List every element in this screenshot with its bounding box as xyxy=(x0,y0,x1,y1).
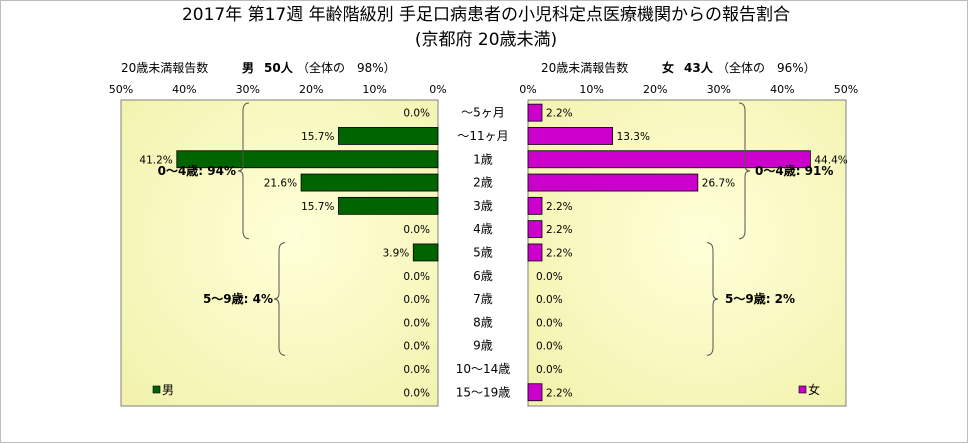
group-label: 0～4歳: 91% xyxy=(755,163,833,178)
left-data-label: 0.0% xyxy=(403,294,430,306)
category-label: 15～19歳 xyxy=(456,385,511,399)
right-data-label: 0.0% xyxy=(536,364,563,376)
category-label: 6歳 xyxy=(473,269,493,283)
right-header-sex: 女 xyxy=(662,60,674,75)
left-tick-label: 40% xyxy=(172,83,196,96)
right-tick-label: 10% xyxy=(579,83,603,96)
left-data-label: 3.9% xyxy=(383,247,410,259)
right-data-label: 2.2% xyxy=(546,224,573,236)
right-bar xyxy=(527,127,613,145)
right-data-label: 2.2% xyxy=(546,108,573,120)
right-tick-label: 40% xyxy=(770,83,794,96)
right-data-label: 26.7% xyxy=(702,178,735,190)
right-tick-label: 20% xyxy=(643,83,667,96)
right-tick-label: 0% xyxy=(519,83,536,96)
right-tick-label: 30% xyxy=(707,83,731,96)
group-brace xyxy=(706,242,719,356)
left-data-label: 15.7% xyxy=(301,131,334,143)
right-bar xyxy=(527,196,543,215)
left-bar xyxy=(338,196,439,215)
right-header-label: 20歳未満報告数 xyxy=(541,60,628,75)
right-header-count: 43人 xyxy=(684,60,714,75)
left-bar xyxy=(412,243,439,262)
right-bar xyxy=(527,383,543,402)
right-data-label: 0.0% xyxy=(536,341,563,353)
left-legend-swatch xyxy=(152,385,161,394)
category-label: ～11ヶ月 xyxy=(457,129,508,143)
category-label: 4歳 xyxy=(473,222,493,236)
left-data-label: 0.0% xyxy=(403,341,430,353)
right-bar xyxy=(527,103,543,122)
right-legend-swatch xyxy=(798,385,807,394)
left-data-label: 41.2% xyxy=(139,154,172,166)
left-data-label: 21.6% xyxy=(264,178,297,190)
right-legend-label: 女 xyxy=(808,382,820,397)
left-data-label: 15.7% xyxy=(301,201,334,213)
right-bar xyxy=(527,150,811,169)
chart-subtitle: (京都府 20歳未満) xyxy=(415,30,557,50)
left-data-label: 0.0% xyxy=(403,364,430,376)
right-data-label: 0.0% xyxy=(536,317,563,329)
left-tick-label: 20% xyxy=(299,83,323,96)
category-label: ～5ヶ月 xyxy=(461,106,505,120)
left-tick-label: 0% xyxy=(429,83,446,96)
right-data-label: 2.2% xyxy=(546,201,573,213)
group-label: 0～4歳: 94% xyxy=(158,163,236,178)
group-brace xyxy=(273,242,286,356)
left-data-label: 0.0% xyxy=(403,224,430,236)
group-brace xyxy=(237,102,250,240)
right-header-share: （全体の 96%） xyxy=(717,60,816,75)
right-plot-area xyxy=(527,99,847,407)
right-data-label: 13.3% xyxy=(617,131,650,143)
category-label: 2歳 xyxy=(473,176,493,190)
left-header-sex: 男 xyxy=(242,61,254,75)
right-data-label: 44.4% xyxy=(814,154,847,166)
category-label: 1歳 xyxy=(473,152,493,166)
left-tick-label: 10% xyxy=(362,83,386,96)
left-header-count: 50人 xyxy=(264,60,294,75)
left-data-label: 0.0% xyxy=(403,108,430,120)
chart-title: 2017年 第17週 年齢階級別 手足口病患者の小児科定点医療機関からの報告割合 xyxy=(182,5,790,25)
category-label: 8歳 xyxy=(473,315,493,329)
category-label: 5歳 xyxy=(473,245,493,259)
category-label: 3歳 xyxy=(473,199,493,213)
left-header-label: 20歳未満報告数 xyxy=(121,60,208,75)
group-label: 5～9歳: 4% xyxy=(203,291,273,306)
left-bar xyxy=(300,173,439,192)
left-bar xyxy=(338,127,439,145)
category-label: 10～14歳 xyxy=(456,362,511,376)
right-data-label: 0.0% xyxy=(536,294,563,306)
group-label: 5～9歳: 2% xyxy=(725,291,795,306)
left-data-label: 0.0% xyxy=(403,387,430,399)
right-bar xyxy=(527,243,543,262)
left-bar xyxy=(176,150,439,169)
left-legend-label: 男 xyxy=(162,383,174,397)
left-data-label: 0.0% xyxy=(403,317,430,329)
right-data-label: 0.0% xyxy=(536,271,563,283)
left-header-share: （全体の 98%） xyxy=(297,60,396,75)
category-label: 9歳 xyxy=(473,339,493,353)
right-data-label: 2.2% xyxy=(546,247,573,259)
right-bar xyxy=(527,173,699,192)
group-brace xyxy=(738,102,751,240)
left-tick-label: 30% xyxy=(236,83,260,96)
right-tick-label: 50% xyxy=(834,83,858,96)
right-data-label: 2.2% xyxy=(546,387,573,399)
right-bar xyxy=(527,220,543,239)
left-data-label: 0.0% xyxy=(403,271,430,283)
left-tick-label: 50% xyxy=(109,83,133,96)
category-label: 7歳 xyxy=(473,292,493,306)
